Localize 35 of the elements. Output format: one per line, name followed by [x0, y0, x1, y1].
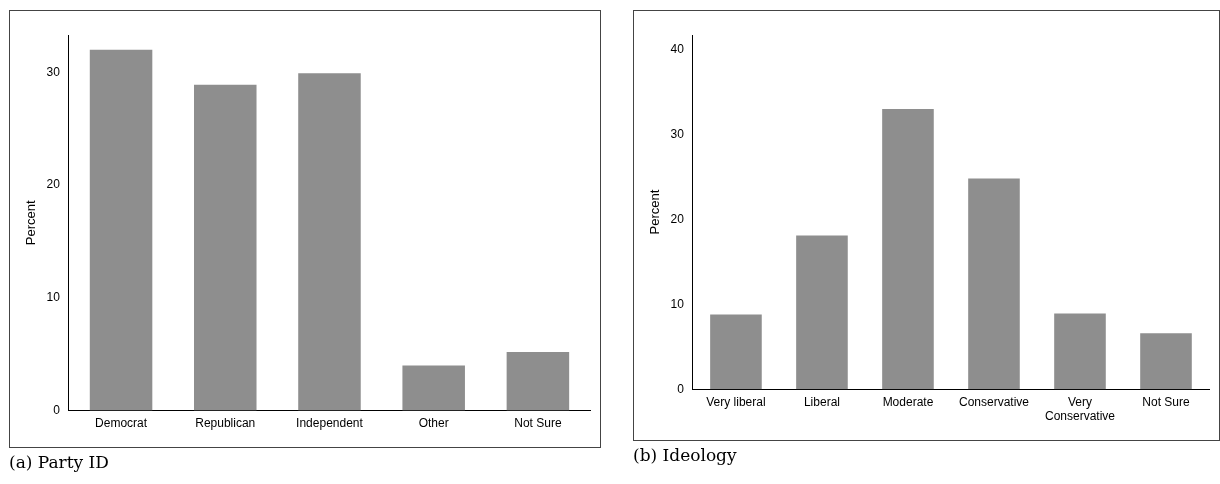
x-tick-label: Not Sure: [1142, 394, 1190, 409]
text: (a) Party ID: [9, 452, 110, 472]
x-tick-label: Democrat: [95, 416, 148, 431]
bar: [506, 351, 570, 411]
x-tick-label: Independent: [296, 416, 364, 431]
bar: [298, 73, 361, 411]
y-tick-label: 30: [670, 126, 685, 141]
y-tick-label: 40: [670, 41, 685, 56]
x-tick-label: Not Sure: [514, 416, 562, 431]
x-tick-label: Liberal: [803, 394, 840, 409]
x-tick-label: Other: [418, 416, 449, 431]
y-axis-title: Percent: [23, 200, 39, 246]
y-tick-label: 0: [677, 381, 685, 396]
bar: [1140, 333, 1192, 390]
y-tick-label: 10: [46, 290, 61, 305]
x-tick-label: Very liberal: [706, 394, 766, 409]
bar: [89, 49, 153, 411]
bar: [194, 84, 257, 411]
y-axis-title: Percent: [647, 189, 663, 235]
y-tick-label: 20: [670, 211, 685, 226]
y-tick-label: 10: [670, 296, 685, 311]
x-tick-label: Very Conservative: [1044, 394, 1116, 424]
y-tick-label: 30: [46, 64, 61, 79]
bar: [882, 108, 934, 390]
bar: [402, 365, 465, 411]
x-tick-label: Moderate: [882, 394, 934, 409]
bar: [968, 178, 1020, 390]
x-tick-label: Conservative: [958, 394, 1030, 409]
y-tick-label: 20: [46, 177, 61, 192]
bar: [1054, 313, 1106, 390]
text: (b) Ideology: [633, 445, 738, 465]
x-tick-label: Republican: [195, 416, 256, 431]
bar: [796, 235, 848, 390]
y-tick-label: 0: [53, 402, 61, 417]
bar: [710, 314, 762, 390]
